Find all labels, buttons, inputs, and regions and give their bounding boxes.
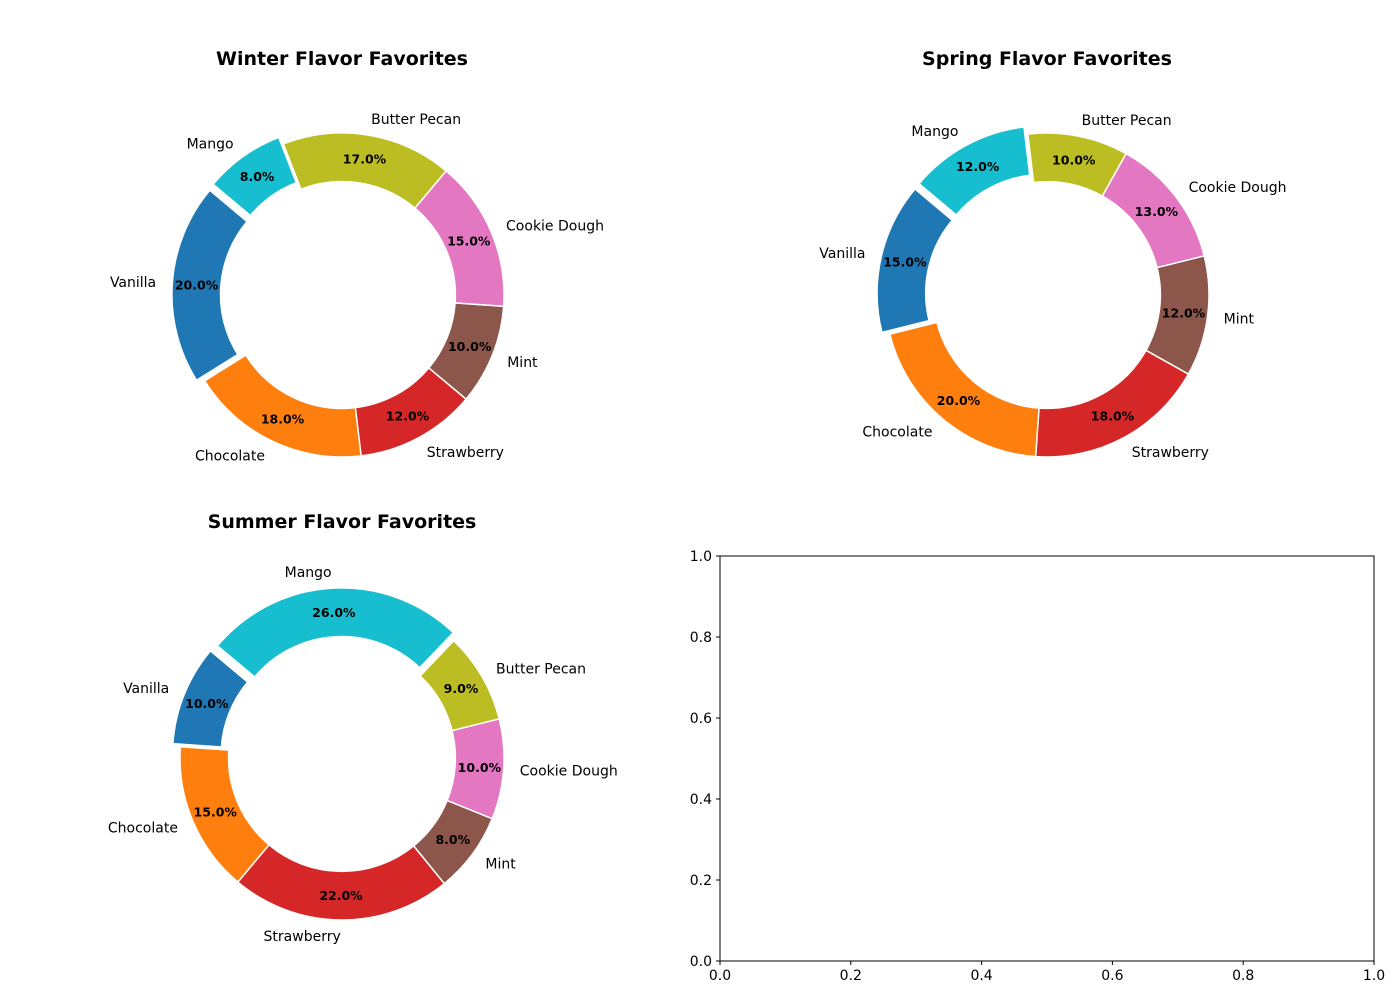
pct-label-strawberry: 22.0% [319, 888, 363, 903]
slice-label-cookie-dough: Cookie Dough [506, 218, 604, 234]
chart-title-winter: Winter Flavor Favorites [216, 48, 468, 70]
pct-label-cookie-dough: 13.0% [1135, 204, 1179, 219]
donut-chart-winter: Winter Flavor Favorites 20.0% Vanilla 18.0… [110, 48, 604, 465]
x-tick-label: 1.0 [1363, 968, 1385, 984]
x-axis-ticks: 0.0 0.2 0.4 0.6 0.8 1.0 [709, 961, 1385, 984]
chart-title-summer: Summer Flavor Favorites [208, 511, 477, 533]
slice-vanilla [876, 187, 954, 334]
slice-strawberry [1034, 349, 1190, 458]
axes-frame [719, 555, 1375, 962]
chart-title-spring: Spring Flavor Favorites [922, 48, 1172, 70]
pct-label-mint: 8.0% [435, 832, 470, 847]
pct-label-cookie-dough: 10.0% [458, 760, 502, 775]
pct-label-vanilla: 15.0% [883, 255, 927, 270]
donut-slices-spring: 15.0% Vanilla 20.0% Chocolate 18.0% Strawberr… [819, 113, 1286, 461]
pct-label-vanilla: 20.0% [175, 277, 219, 292]
slice-label-strawberry: Strawberry [1132, 445, 1209, 461]
slice-label-vanilla: Vanilla [110, 275, 156, 291]
slice-label-cookie-dough: Cookie Dough [520, 763, 618, 779]
pct-label-strawberry: 12.0% [386, 409, 430, 424]
slice-label-mint: Mint [1224, 312, 1255, 328]
pct-label-mint: 10.0% [448, 339, 492, 354]
slice-label-mango: Mango [911, 124, 958, 140]
pct-label-cookie-dough: 15.0% [447, 234, 491, 249]
pct-label-chocolate: 15.0% [194, 804, 238, 819]
slice-label-mint: Mint [507, 355, 538, 371]
slice-strawberry [236, 843, 446, 921]
pct-label-chocolate: 20.0% [937, 393, 981, 408]
y-tick-label: 0.6 [690, 711, 712, 727]
y-tick-label: 0.4 [690, 792, 712, 808]
slice-label-chocolate: Chocolate [195, 449, 265, 465]
slice-vanilla [172, 649, 249, 748]
pct-label-mint: 12.0% [1162, 306, 1206, 321]
slice-vanilla [171, 189, 249, 382]
pct-label-strawberry: 18.0% [1091, 409, 1135, 424]
y-axis-ticks: 0.0 0.2 0.4 0.6 0.8 1.0 [690, 549, 720, 970]
x-tick-label: 0.0 [709, 968, 731, 984]
pct-label-butter-pecan: 9.0% [444, 681, 479, 696]
slice-mango [216, 587, 455, 679]
pct-label-butter-pecan: 17.0% [343, 152, 387, 167]
slice-label-butter-pecan: Butter Pecan [496, 661, 586, 677]
slice-label-chocolate: Chocolate [862, 425, 932, 441]
slice-label-butter-pecan: Butter Pecan [1082, 113, 1172, 129]
slice-label-strawberry: Strawberry [427, 445, 504, 461]
donut-chart-spring: Spring Flavor Favorites 15.0% Vanilla 20.0… [819, 48, 1286, 461]
donut-slices-winter: 20.0% Vanilla 18.0% Chocolate 12.0% Strawberr… [110, 112, 604, 465]
slice-chocolate [203, 354, 363, 458]
slice-label-mint: Mint [485, 857, 516, 873]
slice-label-mango: Mango [285, 565, 332, 581]
y-tick-label: 1.0 [690, 549, 712, 565]
slice-label-strawberry: Strawberry [264, 929, 341, 945]
slice-mango [917, 126, 1031, 217]
donut-slices-summer: 10.0% Vanilla 15.0% Chocolate 22.0% Strawberr… [108, 565, 618, 945]
y-tick-label: 0.8 [690, 630, 712, 646]
y-tick-label: 0.2 [690, 873, 712, 889]
pct-label-mango: 26.0% [312, 605, 356, 620]
empty-axes: 0.0 0.2 0.4 0.6 0.8 1.0 0.0 0.2 0.4 0.6 0.8 1.0 [690, 549, 1385, 984]
slice-label-vanilla: Vanilla [819, 246, 865, 262]
slice-label-vanilla: Vanilla [123, 681, 169, 697]
slice-butter-pecan [282, 132, 448, 210]
x-tick-label: 0.8 [1232, 968, 1254, 984]
slice-butter-pecan [1026, 132, 1128, 198]
slice-label-cookie-dough: Cookie Dough [1189, 180, 1287, 196]
slice-label-mango: Mango [187, 137, 234, 153]
y-tick-label: 0.0 [690, 954, 712, 970]
x-tick-label: 0.2 [840, 968, 862, 984]
slice-mango [212, 136, 298, 217]
slice-label-butter-pecan: Butter Pecan [371, 112, 461, 128]
slice-butter-pecan [419, 639, 501, 732]
pct-label-butter-pecan: 10.0% [1052, 152, 1096, 167]
slice-label-chocolate: Chocolate [108, 821, 178, 837]
donut-chart-summer: Summer Flavor Favorites 10.0% Vanilla 15.0… [108, 511, 618, 945]
pct-label-chocolate: 18.0% [261, 412, 305, 427]
pct-label-mango: 12.0% [956, 159, 1000, 174]
x-tick-label: 0.6 [1101, 968, 1123, 984]
x-tick-label: 0.4 [970, 968, 992, 984]
pct-label-vanilla: 10.0% [185, 696, 229, 711]
pct-label-mango: 8.0% [240, 169, 275, 184]
